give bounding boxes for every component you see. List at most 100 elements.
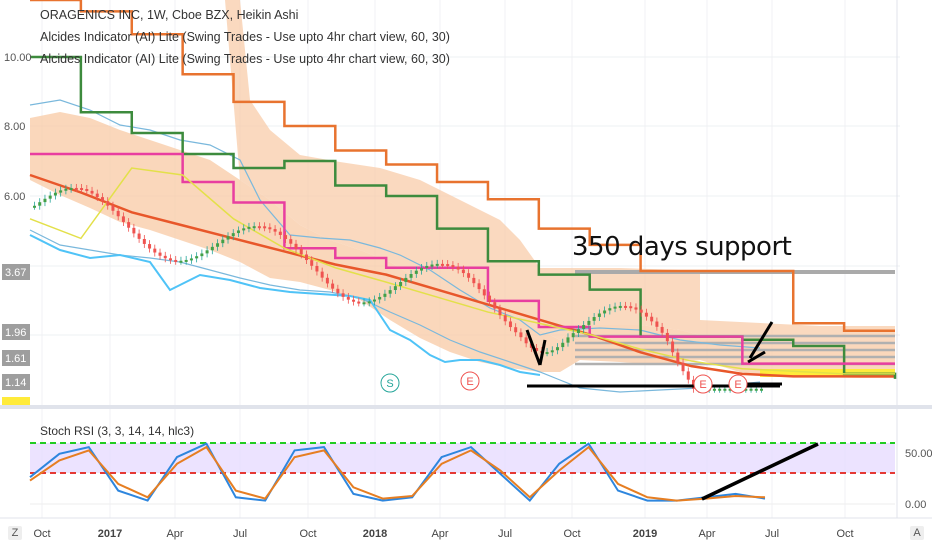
price-axis[interactable]: 10.00 8.00 6.00: [4, 52, 32, 203]
svg-text:0.00: 0.00: [905, 499, 926, 511]
band-lower: [29, 229, 761, 393]
stoch-series-line: [29, 442, 766, 503]
candle: [100, 197, 104, 202]
candle: [592, 317, 596, 321]
signal-marker-e[interactable]: E: [693, 374, 713, 394]
corner-a-button[interactable]: A: [910, 526, 924, 540]
candle: [420, 268, 424, 271]
annotation-text: 350 days support: [572, 232, 792, 262]
candle: [158, 252, 162, 256]
candle: [127, 222, 131, 228]
candle: [535, 347, 539, 351]
candle: [142, 238, 146, 244]
candle: [137, 233, 141, 239]
svg-text:6.00: 6.00: [4, 191, 25, 203]
candle: [121, 216, 125, 222]
corner-z-button[interactable]: Z: [8, 526, 22, 540]
candle: [388, 290, 392, 294]
band-lower-cyan: [29, 234, 541, 376]
candle: [603, 310, 607, 314]
price-badges: 3.67 1.96 1.61 1.14: [2, 264, 30, 405]
candle: [524, 337, 528, 344]
candle: [665, 332, 669, 342]
candle: [414, 270, 418, 274]
x-tick-label: Jul: [765, 528, 779, 540]
candle: [74, 187, 78, 190]
candle: [257, 226, 261, 229]
x-tick-label: Oct: [836, 528, 853, 540]
vertical-grid: [41, 0, 846, 518]
candle: [352, 299, 356, 302]
candle: [467, 273, 471, 278]
symbol-title[interactable]: ORAGENICS INC, 1W, Cboe BZX, Heikin Ashi: [40, 8, 299, 22]
price-badge: 3.67: [2, 264, 30, 280]
signal-markers: S E E E: [380, 371, 748, 394]
candle: [482, 289, 486, 296]
candle: [681, 362, 685, 372]
candle: [278, 231, 282, 235]
x-tick-label: Apr: [166, 528, 183, 540]
candle: [64, 188, 68, 191]
candle: [660, 326, 664, 333]
candle: [263, 226, 267, 229]
candle: [179, 260, 183, 263]
candle: [163, 255, 167, 259]
candle: [221, 239, 225, 244]
candle: [210, 246, 214, 251]
candle: [425, 265, 429, 268]
candle: [43, 198, 47, 203]
x-tick-label: Oct: [33, 528, 50, 540]
candle: [587, 320, 591, 325]
svg-text:10.00: 10.00: [4, 52, 32, 64]
pane-separator[interactable]: [0, 405, 932, 409]
candle: [556, 347, 560, 351]
svg-text:1.61: 1.61: [5, 353, 26, 365]
x-tick-label: 2019: [633, 528, 657, 540]
stoch-rsi-label[interactable]: Stoch RSI (3, 3, 14, 14, hlc3): [40, 424, 195, 438]
candle: [315, 265, 319, 272]
stoch-pane[interactable]: [30, 442, 895, 505]
candle: [48, 195, 52, 199]
candle: [284, 235, 288, 240]
svg-text:8.00: 8.00: [4, 121, 25, 133]
signal-marker-s[interactable]: S: [380, 373, 400, 393]
candle: [472, 277, 476, 284]
candle: [231, 233, 235, 237]
candle: [346, 296, 350, 300]
candle: [116, 210, 120, 217]
candle: [399, 282, 403, 287]
stoch-lines: [29, 442, 766, 503]
indicator-label[interactable]: Alcides Indicator (AI) Lite (Swing Trade…: [40, 30, 450, 44]
candle: [728, 388, 732, 391]
candle: [331, 283, 335, 289]
candle: [508, 321, 512, 328]
signal-marker-e[interactable]: E: [728, 374, 748, 394]
candle: [299, 248, 303, 255]
x-tick-label: Apr: [698, 528, 715, 540]
signal-marker-e[interactable]: E: [460, 371, 480, 391]
candle: [624, 305, 628, 308]
candle: [294, 243, 298, 249]
candle: [132, 227, 136, 234]
candle: [754, 388, 758, 391]
indicator-label[interactable]: Alcides Indicator (AI) Lite (Swing Trade…: [40, 52, 450, 66]
candle: [226, 236, 230, 240]
candle: [383, 293, 387, 297]
heikin-ashi-candles: [33, 183, 763, 393]
candle: [514, 327, 518, 333]
candle: [650, 316, 654, 322]
candle: [456, 266, 460, 270]
candle: [723, 388, 727, 391]
candle: [111, 205, 115, 211]
series-line: [30, 55, 897, 379]
candle: [53, 192, 57, 196]
candle: [488, 295, 492, 302]
time-axis[interactable]: Oct 2017 Apr Jul Oct 2018 Apr Jul Oct 2019 Apr Jul O…: [33, 528, 853, 540]
candle: [519, 332, 523, 338]
svg-text:E: E: [466, 376, 473, 388]
candle: [760, 388, 763, 391]
candle: [273, 229, 277, 232]
candle: [320, 271, 324, 278]
candle: [242, 228, 246, 231]
